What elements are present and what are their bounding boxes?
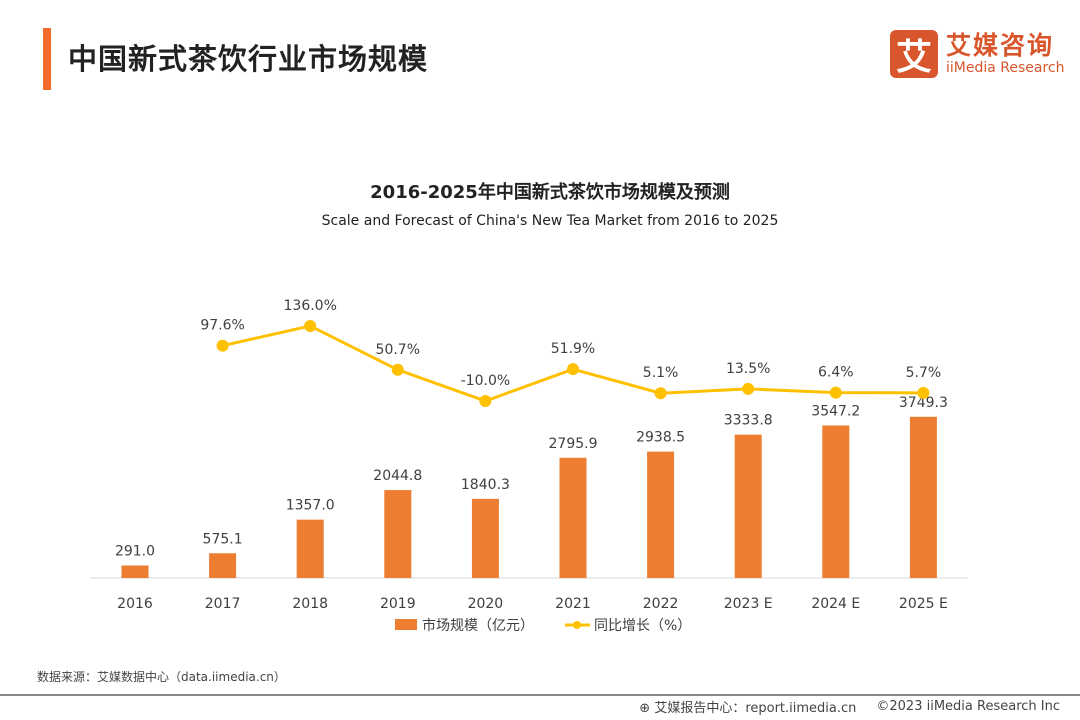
footer-divider <box>0 694 1080 696</box>
chart-title: 2016-2025年中国新式茶饮市场规模及预测 <box>370 182 730 203</box>
logo-mark: 艾 <box>890 30 938 78</box>
logo-cn: 艾媒咨询 <box>946 31 1055 60</box>
growth-label: 13.5% <box>726 361 770 377</box>
chart-subtitle: Scale and Forecast of China's New Tea Ma… <box>321 213 779 229</box>
growth-point <box>654 387 667 400</box>
data-source: 数据来源：艾媒数据中心（data.iimedia.cn） <box>37 670 286 684</box>
growth-label: -10.0% <box>461 373 511 389</box>
bar <box>384 490 412 578</box>
x-tick-label: 2018 <box>292 596 328 612</box>
bar <box>471 498 499 578</box>
bar-value-label: 1357.0 <box>286 498 335 514</box>
x-tick-label: 2025 E <box>899 596 948 612</box>
bar-value-label: 2044.8 <box>373 468 422 484</box>
growth-point <box>567 363 579 376</box>
bar <box>296 519 324 578</box>
growth-point <box>304 319 317 332</box>
footer: ⊕ 艾媒报告中心：report.iimedia.cn ©2023 iiMedia… <box>639 697 1060 716</box>
bar <box>647 451 675 578</box>
bar-value-label: 3333.8 <box>724 413 773 429</box>
x-tick-label: 2022 <box>643 596 679 612</box>
bar <box>209 553 237 578</box>
legend-bar-swatch <box>395 619 417 630</box>
growth-point <box>391 363 404 376</box>
report-center: ⊕ 艾媒报告中心：report.iimedia.cn <box>639 701 857 716</box>
bar-value-label: 575.1 <box>203 531 243 547</box>
legend-bar-label: 市场规模（亿元） <box>422 617 534 634</box>
legend-line-marker <box>573 621 581 629</box>
legend-line-label: 同比增长（%） <box>594 618 691 634</box>
x-tick-label: 2021 <box>555 596 591 612</box>
copyright: ©2023 iiMedia Research Inc <box>876 699 1060 714</box>
growth-label: 6.4% <box>818 365 854 381</box>
bar-value-label: 3547.2 <box>811 403 860 419</box>
logo-en: iiMedia Research <box>946 60 1065 76</box>
growth-label: 50.7% <box>376 342 420 358</box>
x-tick-label: 2023 E <box>724 596 773 612</box>
growth-point <box>742 382 755 395</box>
growth-label: 51.9% <box>551 341 595 357</box>
page-title: 中国新式茶饮行业市场规模 <box>68 42 429 76</box>
bar-value-label: 3749.3 <box>899 395 948 411</box>
logo: 艾 艾媒咨询 iiMedia Research <box>890 30 1065 78</box>
bar <box>559 457 587 578</box>
bar-value-label: 2938.5 <box>636 430 685 446</box>
x-tick-label: 2019 <box>380 596 416 612</box>
title-accent-bar <box>43 28 51 90</box>
bar-value-label: 1840.3 <box>461 477 510 493</box>
growth-point <box>216 339 229 352</box>
globe-icon: ⊕ <box>639 701 651 716</box>
growth-point <box>917 386 930 399</box>
growth-label: 97.6% <box>200 318 244 334</box>
growth-point <box>479 395 492 407</box>
bar <box>822 425 850 578</box>
bar <box>121 565 149 578</box>
growth-label: 5.7% <box>906 365 942 381</box>
growth-label: 5.1% <box>643 365 679 381</box>
bar-value-label: 291.0 <box>115 543 155 559</box>
bar <box>734 434 762 578</box>
x-tick-label: 2016 <box>117 596 153 612</box>
growth-label: 136.0% <box>284 298 337 314</box>
growth-point <box>829 386 842 399</box>
bar <box>909 416 937 578</box>
x-tick-label: 2020 <box>468 596 504 612</box>
x-tick-label: 2024 E <box>811 596 860 612</box>
bar-value-label: 2795.9 <box>549 436 598 452</box>
x-tick-label: 2017 <box>205 596 241 612</box>
